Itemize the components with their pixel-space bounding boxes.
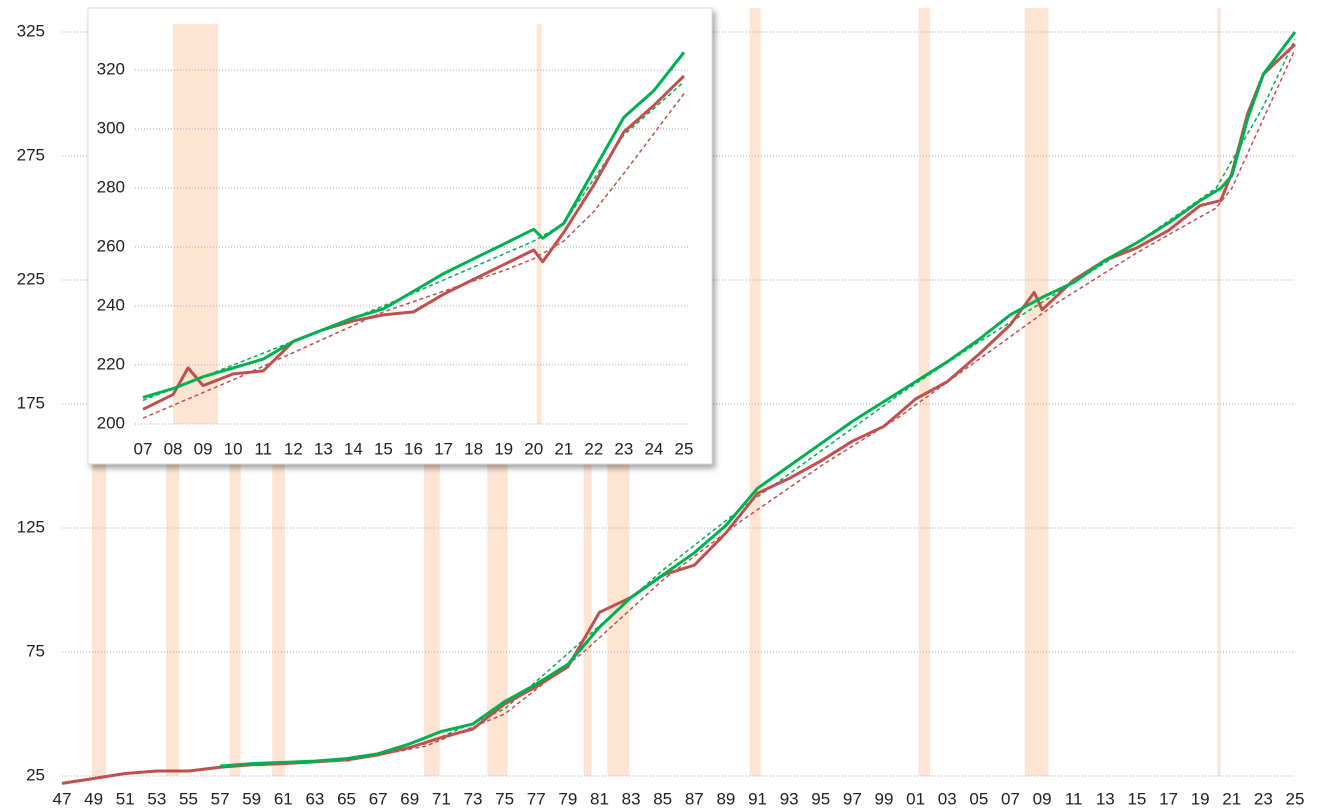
x-tick-label: 19 [1191, 789, 1210, 808]
x-tick-label: 99 [875, 789, 894, 808]
x-tick-label: 12 [284, 439, 303, 458]
y-tick-label: 225 [17, 269, 45, 288]
x-tick-label: 75 [495, 789, 514, 808]
y-tick-label: 260 [97, 236, 125, 255]
y-tick-label: 75 [26, 641, 45, 660]
x-tick-label: 85 [653, 789, 672, 808]
x-tick-label: 57 [211, 789, 230, 808]
x-tick-label: 91 [748, 789, 767, 808]
x-tick-label: 19 [494, 439, 513, 458]
recession-band [173, 24, 219, 424]
x-tick-label: 69 [400, 789, 419, 808]
x-tick-label: 11 [1065, 789, 1083, 808]
x-tick-label: 17 [1159, 789, 1178, 808]
y-tick-label: 175 [17, 393, 45, 412]
x-tick-label: 09 [194, 439, 213, 458]
x-tick-label: 93 [780, 789, 799, 808]
x-tick-label: 17 [434, 439, 453, 458]
recession-band [536, 24, 542, 424]
trend-line [346, 49, 1296, 762]
x-tick-label: 61 [274, 789, 293, 808]
y-tick-label: 320 [97, 59, 125, 78]
recession-band [749, 8, 761, 776]
recession-band [1024, 8, 1049, 776]
x-tick-label: 89 [716, 789, 735, 808]
x-tick-label: 25 [675, 439, 694, 458]
x-tick-label: 23 [614, 439, 633, 458]
x-tick-label: 51 [116, 789, 135, 808]
x-tick-label: 20 [524, 439, 543, 458]
x-tick-label: 95 [811, 789, 830, 808]
recession-band [918, 8, 930, 776]
x-tick-label: 11 [254, 439, 272, 458]
x-tick-label: 53 [147, 789, 166, 808]
x-tick-label: 03 [938, 789, 957, 808]
x-tick-label: 49 [84, 789, 103, 808]
x-tick-label: 83 [622, 789, 641, 808]
x-tick-label: 08 [164, 439, 183, 458]
inset-chart: 200 220 240 260 280 300 320 07 08 09 10 11 12 13 14 15 1… [87, 7, 713, 465]
x-tick-label: 77 [527, 789, 546, 808]
series-line [219, 31, 1297, 768]
series-line [142, 51, 686, 399]
x-tick-label: 79 [558, 789, 577, 808]
x-tick-label: 47 [53, 789, 72, 808]
x-tick-label: 21 [554, 439, 573, 458]
x-tick-label: 16 [404, 439, 423, 458]
y-tick-label: 280 [97, 177, 125, 196]
x-tick-label: 87 [685, 789, 704, 808]
x-tick-label: 25 [1286, 789, 1305, 808]
x-tick-label: 07 [134, 439, 153, 458]
series-line [142, 74, 686, 411]
y-tick-label: 125 [17, 517, 45, 536]
x-tick-label: 59 [242, 789, 261, 808]
x-tick-label: 05 [969, 789, 988, 808]
x-tick-label: 10 [224, 439, 243, 458]
recession-band [1217, 8, 1221, 776]
x-tick-label: 07 [1001, 789, 1020, 808]
x-tick-label: 14 [344, 439, 363, 458]
x-tick-label: 81 [590, 789, 609, 808]
x-tick-label: 73 [464, 789, 483, 808]
y-tick-label: 240 [97, 295, 125, 314]
x-tick-label: 71 [432, 789, 451, 808]
x-tick-label: 15 [374, 439, 393, 458]
x-tick-label: 09 [1033, 789, 1052, 808]
y-tick-label: 275 [17, 145, 45, 164]
x-tick-label: 67 [369, 789, 388, 808]
x-tick-label: 15 [1127, 789, 1146, 808]
x-tick-label: 22 [584, 439, 603, 458]
x-tick-label: 63 [305, 789, 324, 808]
y-tick-label: 300 [97, 118, 125, 137]
x-tick-label: 65 [337, 789, 356, 808]
x-tick-label: 01 [906, 789, 925, 808]
x-tick-label: 13 [314, 439, 333, 458]
y-tick-label: 200 [97, 413, 125, 432]
x-tick-label: 55 [179, 789, 198, 808]
x-tick-label: 13 [1096, 789, 1115, 808]
y-tick-label: 25 [26, 765, 45, 784]
x-tick-label: 23 [1254, 789, 1273, 808]
x-tick-label: 97 [843, 789, 862, 808]
y-tick-label: 325 [17, 21, 45, 40]
trend-line [142, 93, 685, 419]
x-tick-label: 18 [464, 439, 483, 458]
x-tick-label: 24 [644, 439, 663, 458]
x-tick-label: 21 [1222, 789, 1241, 808]
y-tick-label: 220 [97, 354, 125, 373]
